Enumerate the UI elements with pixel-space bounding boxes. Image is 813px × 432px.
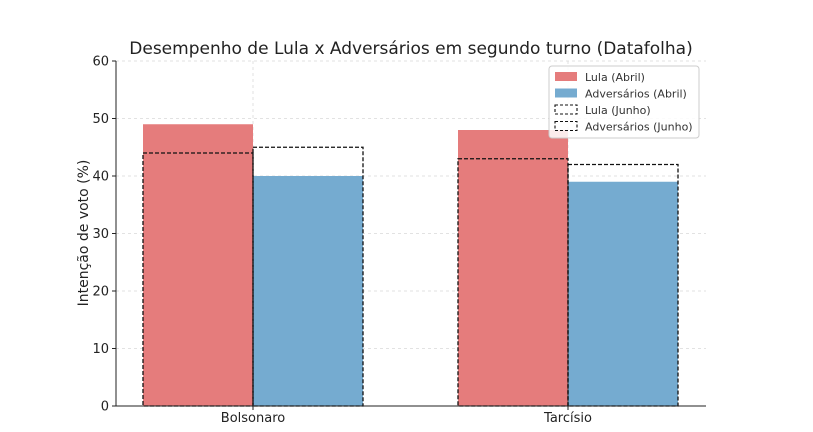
legend-label: Lula (Abril) xyxy=(585,71,645,84)
bar-advers-rios-abril-tarc-sio xyxy=(568,181,678,406)
y-tick-label: 50 xyxy=(92,112,109,127)
legend-label: Adversários (Junho) xyxy=(585,121,693,134)
y-tick-label: 20 xyxy=(92,285,109,300)
bar-advers-rios-junho-tarc-sio xyxy=(567,163,679,407)
bar-lula-junho-tarc-sio xyxy=(457,158,569,407)
legend-box xyxy=(548,65,700,139)
bar-lula-abril-tarc-sio xyxy=(458,130,568,406)
y-tick-label: 60 xyxy=(92,55,109,70)
y-tick-label: 30 xyxy=(92,227,109,242)
y-axis-title: Intenção de voto (%) xyxy=(76,160,92,307)
y-tick-label: 40 xyxy=(92,170,109,185)
legend-swatch xyxy=(554,104,578,115)
x-tick-label: Tarcísio xyxy=(543,411,592,426)
bars xyxy=(142,124,679,407)
legend-swatch xyxy=(554,120,578,132)
bar-advers-rios-abril-bolsonaro xyxy=(253,176,363,406)
x-tick-label: Bolsonaro xyxy=(221,411,285,426)
legend-swatch xyxy=(555,72,577,81)
legend-label: Adversários (Abril) xyxy=(585,88,687,101)
legend: Lula (Abril) Adversários (Abril) Lula (Jun… xyxy=(548,65,700,139)
bar-lula-abril-bolsonaro xyxy=(143,124,253,406)
legend-swatch xyxy=(555,88,577,98)
y-tick-label: 0 xyxy=(101,400,109,415)
y-tick-label: 10 xyxy=(92,342,109,357)
axes: 0 10 20 30 40 50 60 Bolsonaro Tarcísio xyxy=(92,55,706,426)
legend-label: Lula (Junho) xyxy=(585,104,651,117)
chart-title: Desempenho de Lula x Adversários em segu… xyxy=(129,39,692,59)
